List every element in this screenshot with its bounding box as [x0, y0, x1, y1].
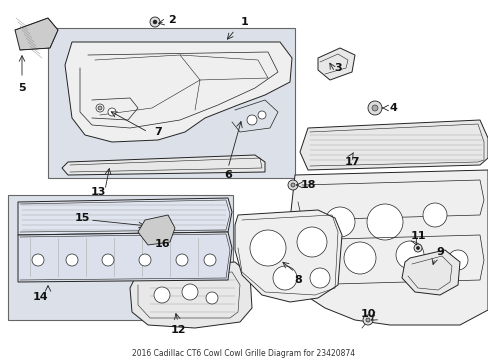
Polygon shape	[18, 198, 231, 235]
Text: 8: 8	[293, 275, 301, 285]
Text: 17: 17	[344, 157, 359, 167]
Circle shape	[447, 250, 467, 270]
Circle shape	[362, 315, 372, 325]
Circle shape	[102, 254, 114, 266]
Polygon shape	[317, 48, 354, 80]
Text: 15: 15	[74, 213, 89, 223]
Circle shape	[108, 108, 116, 116]
Text: 2016 Cadillac CT6 Cowl Cowl Grille Diagram for 23420874: 2016 Cadillac CT6 Cowl Cowl Grille Diagr…	[132, 350, 355, 359]
Text: 2: 2	[168, 15, 176, 25]
Circle shape	[272, 266, 296, 290]
Text: 14: 14	[32, 292, 48, 302]
Circle shape	[290, 183, 294, 187]
Circle shape	[32, 254, 44, 266]
Circle shape	[413, 244, 421, 252]
Circle shape	[98, 106, 102, 110]
Text: 9: 9	[435, 247, 443, 257]
Polygon shape	[15, 18, 58, 50]
Circle shape	[150, 17, 160, 27]
Polygon shape	[235, 210, 341, 302]
Circle shape	[203, 254, 216, 266]
Polygon shape	[289, 170, 487, 325]
Text: 7: 7	[154, 127, 162, 137]
Bar	[48, 28, 294, 178]
Circle shape	[246, 115, 257, 125]
Polygon shape	[130, 262, 251, 328]
Circle shape	[325, 207, 354, 237]
Circle shape	[422, 203, 446, 227]
Circle shape	[309, 268, 329, 288]
Circle shape	[153, 20, 157, 24]
Polygon shape	[18, 232, 231, 282]
Polygon shape	[65, 42, 291, 142]
Circle shape	[371, 105, 377, 111]
Circle shape	[365, 318, 369, 322]
Text: 6: 6	[224, 170, 231, 180]
Text: 11: 11	[409, 231, 425, 241]
Circle shape	[249, 230, 285, 266]
Circle shape	[154, 287, 170, 303]
Bar	[8, 195, 232, 320]
Circle shape	[96, 104, 104, 112]
Text: 13: 13	[90, 187, 105, 197]
Circle shape	[307, 250, 331, 274]
Circle shape	[367, 101, 381, 115]
Text: 12: 12	[170, 325, 185, 335]
Text: 4: 4	[388, 103, 396, 113]
Circle shape	[205, 292, 218, 304]
Circle shape	[139, 254, 151, 266]
Text: 3: 3	[333, 63, 341, 73]
Text: 10: 10	[360, 309, 375, 319]
Circle shape	[287, 180, 297, 190]
Circle shape	[258, 111, 265, 119]
Polygon shape	[138, 215, 175, 245]
Circle shape	[395, 241, 423, 269]
Polygon shape	[299, 120, 487, 170]
Text: 1: 1	[241, 17, 248, 27]
Polygon shape	[401, 250, 459, 295]
Circle shape	[176, 254, 187, 266]
Circle shape	[66, 254, 78, 266]
Circle shape	[182, 284, 198, 300]
Circle shape	[366, 204, 402, 240]
Text: 16: 16	[154, 239, 169, 249]
Polygon shape	[62, 155, 264, 175]
Circle shape	[296, 227, 326, 257]
Text: 18: 18	[300, 180, 315, 190]
Text: 5: 5	[18, 83, 26, 93]
Circle shape	[416, 247, 419, 249]
Circle shape	[343, 242, 375, 274]
